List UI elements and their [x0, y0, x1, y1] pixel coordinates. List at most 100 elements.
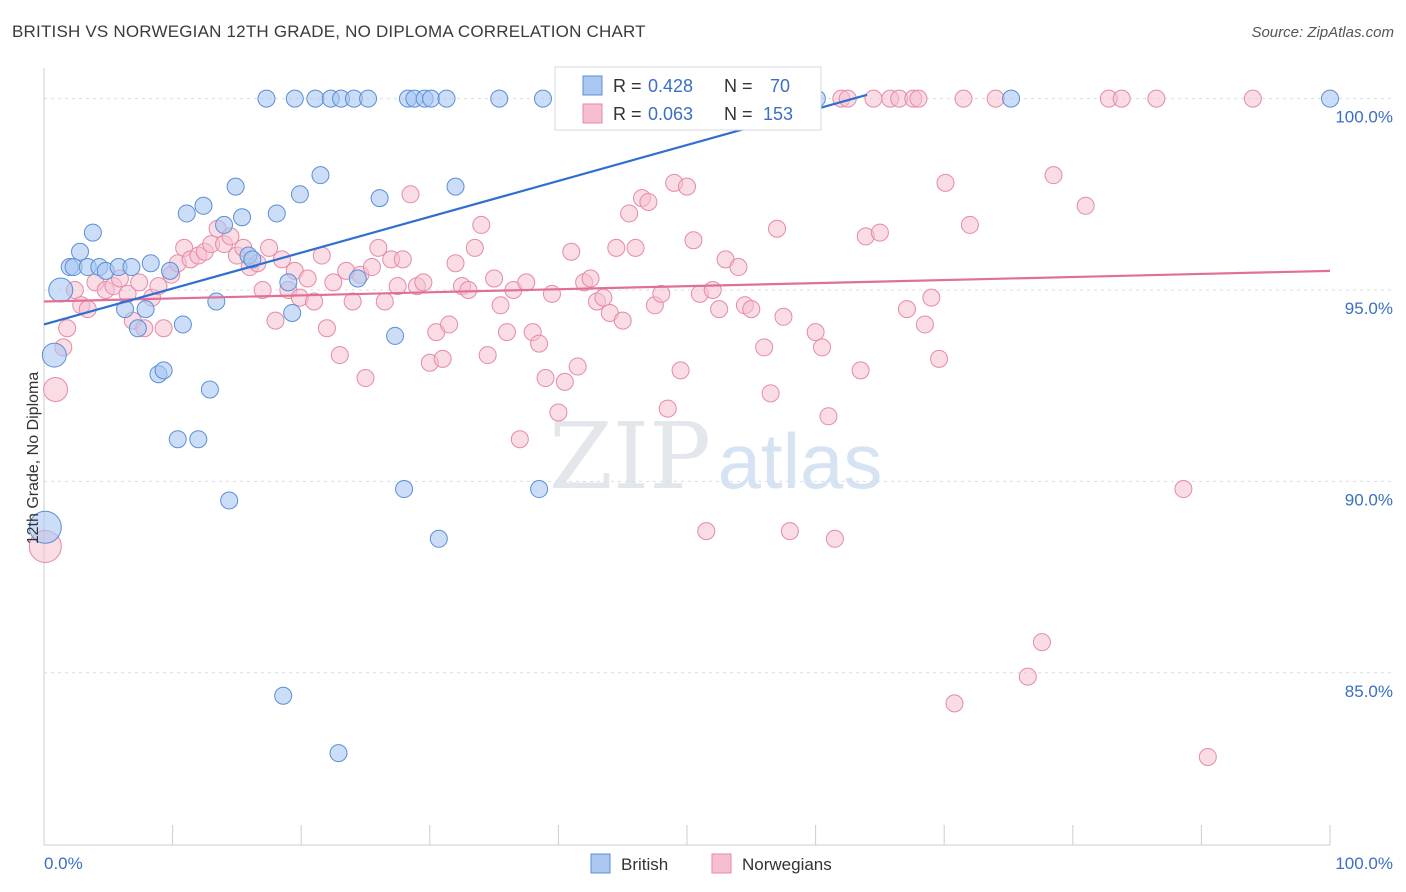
- british-point: [533, 89, 552, 108]
- norwegian-point: [510, 430, 529, 449]
- y-tick-label: 100.0%: [1335, 108, 1393, 127]
- british-point: [437, 89, 456, 108]
- british-point: [168, 430, 187, 449]
- norwegian-point: [613, 311, 632, 330]
- british-point: [370, 189, 389, 208]
- british-point: [220, 491, 239, 510]
- british-point: [311, 166, 330, 185]
- norwegian-point: [594, 288, 613, 307]
- british-point: [257, 89, 276, 108]
- source-label: Source: ZipAtlas.com: [1251, 24, 1394, 41]
- norwegian-point: [253, 281, 272, 299]
- norwegian-point: [260, 238, 279, 257]
- norwegian-point: [414, 273, 433, 292]
- norwegian-point: [78, 300, 97, 319]
- british-point: [194, 196, 213, 215]
- norwegian-point: [1198, 747, 1217, 766]
- british-point: [141, 254, 160, 273]
- norwegian-point: [710, 300, 729, 319]
- british-point: [128, 319, 147, 338]
- british-point: [395, 480, 414, 499]
- norwegian-point: [393, 250, 412, 269]
- bottom-legend-british-swatch: [590, 853, 611, 874]
- norwegian-point: [607, 238, 626, 257]
- grid-lines: [44, 98, 1395, 674]
- british-point: [1002, 89, 1021, 108]
- british-point: [490, 89, 509, 108]
- norwegian-point: [1174, 480, 1193, 499]
- norwegian-point: [317, 319, 336, 338]
- norwegian-point: [671, 361, 690, 380]
- top-legend: R = 0.428 N = 70 R = 0.063 N = 153: [554, 66, 822, 131]
- norwegian-point: [530, 334, 549, 353]
- norwegian-point: [388, 277, 407, 296]
- norwegian-point: [639, 192, 658, 211]
- british-point: [279, 273, 298, 292]
- norwegian-point: [761, 384, 780, 403]
- norwegian-point: [729, 258, 748, 277]
- norwegian-point: [954, 89, 973, 108]
- norwegian-point: [774, 307, 793, 326]
- norwegian-point: [1044, 166, 1063, 185]
- british-point: [429, 529, 448, 548]
- british-point: [122, 258, 141, 277]
- british-point: [41, 342, 67, 368]
- watermark: ZIP atlas: [549, 403, 882, 510]
- british-point: [359, 89, 378, 108]
- legend-british-r-value: 0.428: [648, 76, 693, 96]
- norwegian-point: [1032, 633, 1051, 652]
- norwegian-point: [356, 369, 375, 388]
- norwegian-point: [652, 284, 671, 303]
- norwegian-point: [697, 522, 716, 541]
- british-point: [267, 204, 286, 223]
- norwegian-point: [43, 377, 69, 403]
- british-point: [1321, 89, 1339, 108]
- norwegian-point: [626, 238, 645, 257]
- legend-british-r-label: R =: [613, 76, 642, 96]
- y-tick-labels: 100.0% 95.0% 90.0% 85.0%: [1335, 108, 1393, 701]
- british-point: [422, 89, 441, 108]
- norwegian-point: [517, 273, 536, 292]
- norwegians-points: [28, 89, 1262, 766]
- norwegian-point: [1243, 89, 1262, 108]
- watermark-zip: ZIP: [549, 403, 711, 510]
- british-point: [83, 223, 102, 242]
- norwegian-point: [819, 407, 838, 426]
- norwegian-point: [930, 349, 949, 368]
- legend-british-n-value: 70: [770, 76, 790, 96]
- norwegian-point: [154, 319, 173, 338]
- norwegian-point: [478, 346, 497, 365]
- norwegian-point: [755, 338, 774, 357]
- norwegian-point: [742, 300, 761, 319]
- bottom-legend-british-label: British: [621, 855, 668, 874]
- norwegian-point: [433, 349, 452, 368]
- norwegian-point: [909, 89, 928, 108]
- british-trend-line: [43, 93, 868, 326]
- norwegian-point: [343, 292, 362, 311]
- norwegian-point: [324, 273, 343, 292]
- norwegian-point: [768, 219, 787, 238]
- norwegian-point: [440, 315, 459, 334]
- bottom-legend-norwegian-swatch: [711, 853, 732, 874]
- norwegian-point: [465, 238, 484, 257]
- british-point: [189, 430, 208, 449]
- british-point: [173, 315, 192, 334]
- norwegian-point: [945, 694, 964, 713]
- legend-norwegian-n-label: N =: [724, 104, 753, 124]
- norwegian-point: [58, 319, 77, 338]
- norwegian-point: [960, 215, 979, 234]
- norwegian-point: [936, 173, 955, 192]
- norwegian-point: [491, 296, 510, 315]
- x-tick-label-max: 100.0%: [1335, 854, 1393, 873]
- norwegian-point: [864, 89, 883, 108]
- norwegian-point: [362, 258, 381, 277]
- norwegian-point: [542, 284, 561, 303]
- norwegian-point: [986, 89, 1005, 108]
- y-tick-label: 90.0%: [1345, 490, 1393, 509]
- british-point: [329, 744, 348, 763]
- norwegian-point: [813, 338, 832, 357]
- norwegian-point: [305, 292, 324, 311]
- norwegian-point: [472, 215, 491, 234]
- norwegian-point: [915, 315, 934, 334]
